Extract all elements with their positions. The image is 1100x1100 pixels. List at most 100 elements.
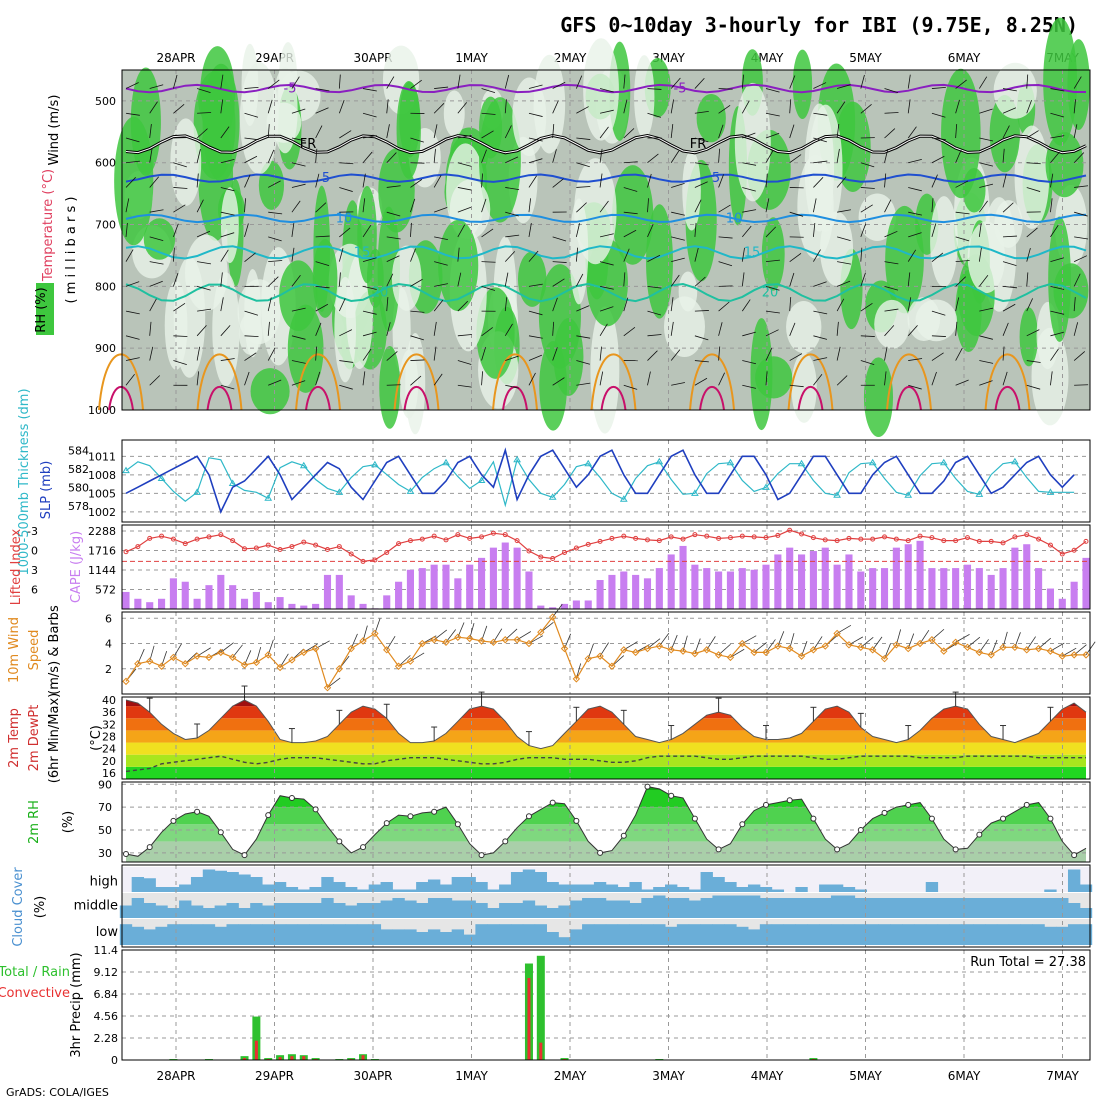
cloud-bar-low xyxy=(510,924,524,945)
lifted-index-marker xyxy=(1047,542,1053,548)
wind-barb xyxy=(742,209,757,213)
thickness-marker xyxy=(122,466,130,474)
lifted-index-marker xyxy=(360,558,366,564)
rh-patch xyxy=(885,205,924,314)
cloud-bar-low xyxy=(712,924,725,945)
wind-barb xyxy=(765,285,780,291)
cloud-bar-low xyxy=(1079,924,1093,945)
wind-barb xyxy=(979,307,994,312)
wind-barb xyxy=(504,251,516,262)
wind-barb xyxy=(291,137,306,142)
wind-barb xyxy=(410,79,422,89)
lifted-index-marker xyxy=(704,533,710,539)
lifted-index-marker xyxy=(218,532,224,538)
wind-barb xyxy=(931,352,944,361)
precip-tick: 2.28 xyxy=(94,1032,119,1045)
cape-bar xyxy=(1023,544,1031,609)
cape-bar xyxy=(963,564,972,609)
wind-barb xyxy=(149,261,164,265)
wind-barb xyxy=(908,232,922,238)
wind-barb xyxy=(173,223,179,238)
lifted-index-marker xyxy=(514,538,520,544)
wind-barb xyxy=(908,159,922,164)
temperature-label: Temperature (°C) xyxy=(41,169,56,282)
wind-barb xyxy=(244,174,251,188)
wind-speed-marker xyxy=(323,683,332,692)
wind-barb xyxy=(315,261,330,267)
precip-convective-label: Convective xyxy=(0,986,70,1001)
wind-barb xyxy=(267,79,280,89)
wind-barb xyxy=(765,112,780,117)
wind-barb xyxy=(220,187,235,192)
cloud-bar-low xyxy=(736,926,749,945)
rh-marker xyxy=(431,808,438,815)
cape-bar xyxy=(809,551,817,609)
wind-barb xyxy=(813,281,827,287)
rh-marker xyxy=(668,792,675,799)
cloud-bar-low xyxy=(913,924,927,945)
wind-barb xyxy=(125,160,140,164)
wind-barb-10m xyxy=(398,655,411,667)
wind-barb xyxy=(647,334,662,337)
wind-speed-marker xyxy=(904,644,912,653)
lifted-index-marker xyxy=(917,533,923,539)
wind-barb xyxy=(837,209,851,213)
wind-barb xyxy=(315,125,323,139)
cloud-bar-high xyxy=(712,877,725,892)
wind-barb xyxy=(1073,322,1079,336)
panel-border xyxy=(121,781,1091,863)
wind-barb xyxy=(1002,322,1009,336)
cloud-bar-high xyxy=(487,889,500,892)
wind-barb xyxy=(362,348,372,361)
wind-speed-marker xyxy=(454,633,462,641)
wind-barb xyxy=(244,86,259,89)
wind-barb xyxy=(1002,371,1008,386)
wind-barb xyxy=(291,380,306,386)
wind-barb xyxy=(1073,351,1086,361)
cloud-bar-low xyxy=(451,929,465,945)
wind-barb xyxy=(552,178,564,188)
wind-barb xyxy=(884,112,899,114)
cloud-bar-middle xyxy=(463,900,476,918)
lifted-index-marker xyxy=(633,535,639,541)
wind-barb xyxy=(576,106,589,114)
warm-contour xyxy=(295,353,341,411)
cloud-bar-high xyxy=(333,882,346,892)
wind-speed-marker xyxy=(714,651,723,659)
wind-barb xyxy=(315,173,320,188)
thickness-marker xyxy=(406,487,415,494)
cloud-bar-middle xyxy=(321,898,334,918)
run-total-label: Run Total = 27.38 xyxy=(970,955,1086,970)
wind-barb xyxy=(955,124,958,139)
rh-patch xyxy=(612,165,654,265)
rh-patch xyxy=(907,297,941,342)
rh-marker xyxy=(217,829,224,836)
rh-patch xyxy=(786,301,822,354)
cloud-bar-high xyxy=(202,869,216,892)
cloud-bar-low xyxy=(771,924,785,945)
cloud-bar-middle xyxy=(238,908,251,918)
wind-barb xyxy=(268,236,282,242)
cloud-bar-low xyxy=(582,924,595,945)
wind-barb xyxy=(457,224,466,238)
wind-barb xyxy=(647,254,661,262)
cloud-bar-middle xyxy=(700,898,713,918)
wind-barb xyxy=(433,175,442,188)
cloud-bar-low xyxy=(830,924,844,945)
thickness-marker xyxy=(975,490,984,497)
wind-barb xyxy=(173,302,186,312)
wind-barb-10m xyxy=(504,628,518,641)
cloud-bar-middle xyxy=(285,903,299,918)
wind-speed-marker xyxy=(999,643,1007,652)
cloud-bar-high xyxy=(416,882,429,892)
wind-barb xyxy=(457,74,461,89)
wind-barb xyxy=(220,325,231,337)
wind-barb xyxy=(647,198,649,213)
wind-tick: 4 xyxy=(105,638,112,651)
lifted-index-marker xyxy=(1083,538,1089,544)
wind-barb xyxy=(907,126,917,139)
wind-barb xyxy=(860,335,875,337)
rh-marker xyxy=(928,815,935,822)
rh-patch xyxy=(396,81,421,179)
wind-barb xyxy=(433,373,443,386)
